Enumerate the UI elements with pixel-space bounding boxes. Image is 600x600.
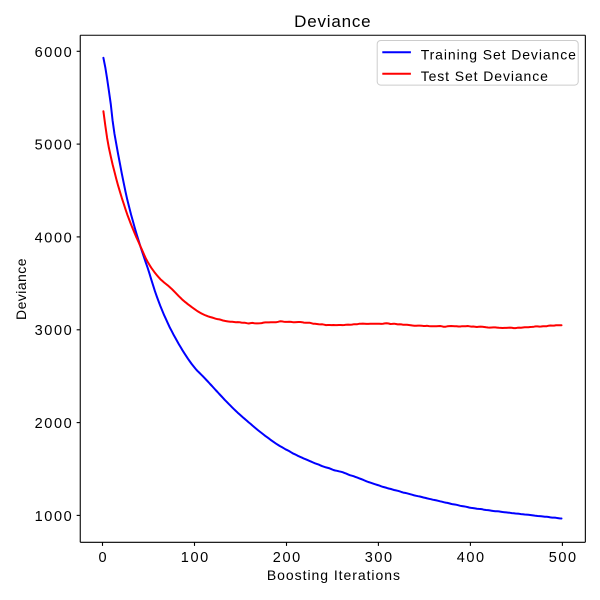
- svg-text:Training Set Deviance: Training Set Deviance: [421, 47, 577, 63]
- svg-text:4000: 4000: [35, 230, 74, 246]
- svg-text:400: 400: [457, 550, 486, 566]
- svg-text:200: 200: [273, 550, 302, 566]
- svg-text:5000: 5000: [35, 138, 74, 154]
- svg-text:2000: 2000: [35, 416, 74, 432]
- svg-text:1000: 1000: [35, 509, 74, 525]
- svg-text:Boosting Iterations: Boosting Iterations: [267, 567, 401, 583]
- svg-text:Deviance: Deviance: [294, 12, 371, 31]
- svg-text:100: 100: [181, 550, 210, 566]
- svg-text:300: 300: [365, 550, 394, 566]
- svg-text:0: 0: [98, 550, 108, 566]
- svg-text:Deviance: Deviance: [13, 258, 29, 320]
- svg-text:Test Set Deviance: Test Set Deviance: [421, 68, 549, 84]
- svg-text:3000: 3000: [35, 323, 74, 339]
- svg-text:500: 500: [549, 550, 578, 566]
- svg-text:6000: 6000: [35, 45, 74, 61]
